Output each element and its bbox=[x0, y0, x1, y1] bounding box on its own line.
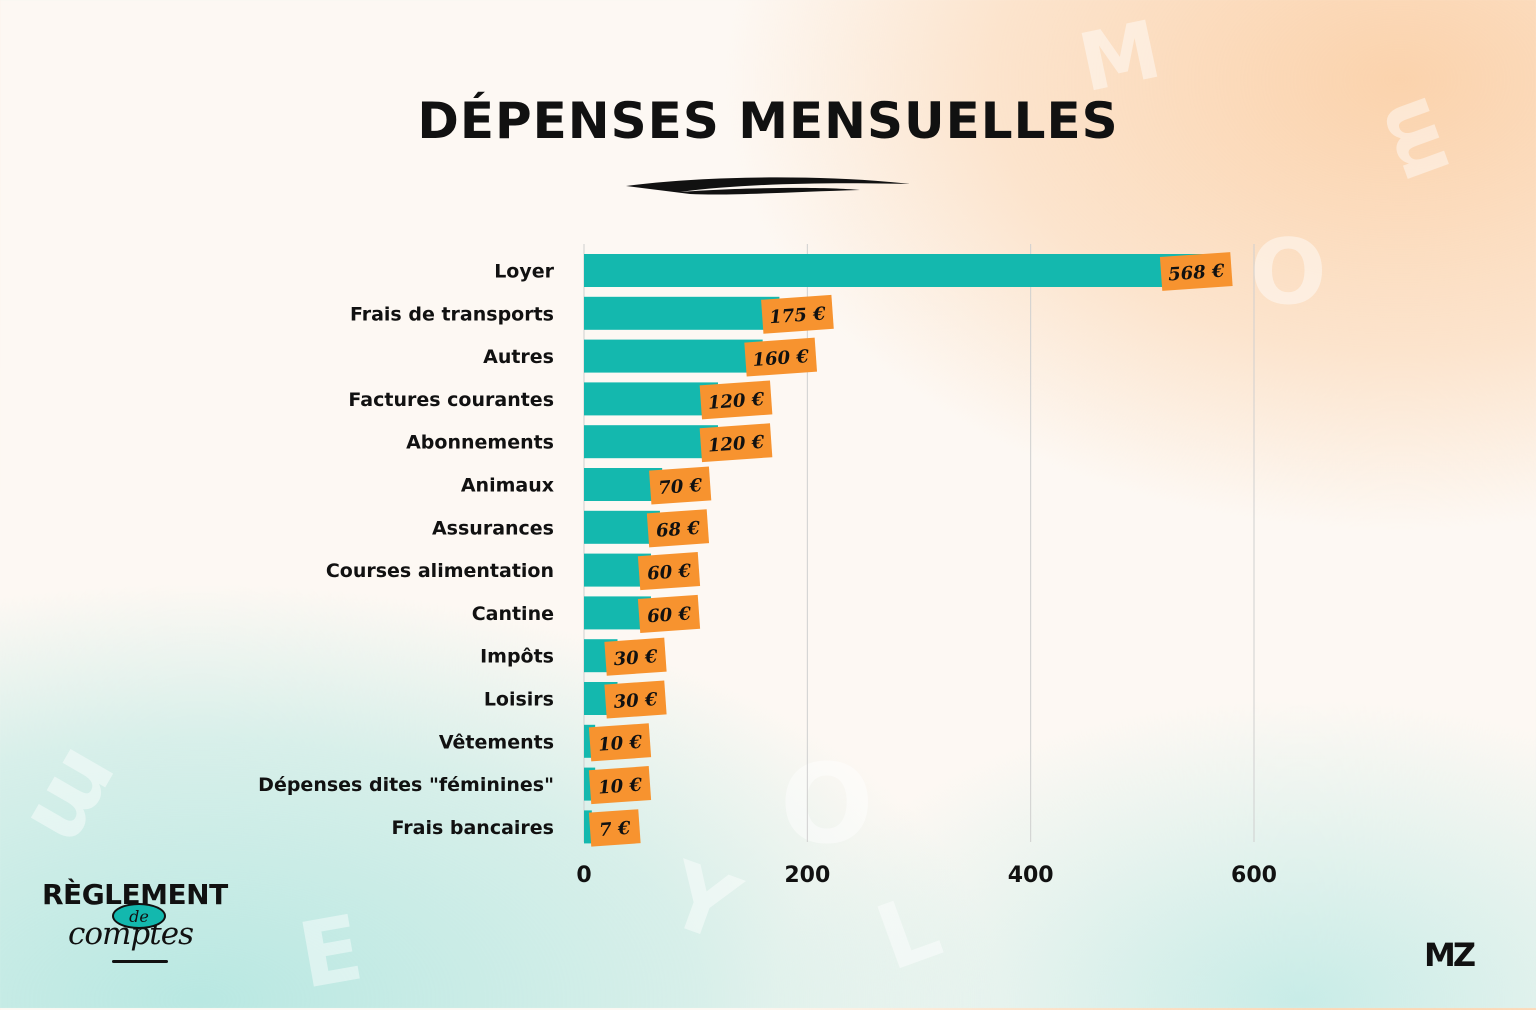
value-tag-background bbox=[744, 337, 818, 377]
value-tag: 30 € bbox=[604, 680, 667, 719]
bar bbox=[584, 724, 596, 758]
value-label: 70 € bbox=[658, 475, 704, 499]
value-label: 120 € bbox=[707, 389, 765, 414]
category-label: Animaux bbox=[461, 475, 554, 497]
logo-line2: de bbox=[112, 903, 166, 929]
value-tag-background bbox=[588, 809, 641, 847]
bar bbox=[584, 254, 1219, 287]
category-label: Courses alimentation bbox=[326, 560, 554, 582]
reglement-de-comptes-logo: RÈGLEMENT comptes de bbox=[40, 878, 240, 968]
category-label: Loisirs bbox=[484, 689, 554, 711]
value-tag: 120 € bbox=[699, 423, 773, 463]
value-tag-background bbox=[649, 466, 712, 505]
value-label: 120 € bbox=[707, 432, 765, 457]
value-tag-background bbox=[604, 680, 667, 719]
value-tag-background bbox=[637, 594, 701, 633]
bar bbox=[584, 468, 663, 501]
bar bbox=[584, 296, 780, 330]
value-tag: 70 € bbox=[649, 466, 712, 505]
value-label: 160 € bbox=[752, 346, 810, 371]
value-tag: 10 € bbox=[588, 723, 652, 762]
value-tag: 7 € bbox=[588, 809, 641, 847]
value-tag: 568 € bbox=[1159, 252, 1233, 291]
value-tag: 60 € bbox=[637, 594, 701, 633]
value-tag-background bbox=[646, 509, 710, 548]
title-underline-brush bbox=[626, 177, 910, 195]
value-tag-background bbox=[588, 766, 652, 805]
x-tick-label: 400 bbox=[1008, 863, 1054, 888]
value-tag-background bbox=[604, 637, 667, 676]
category-label: Cantine bbox=[472, 603, 554, 625]
value-label: 30 € bbox=[613, 646, 659, 670]
category-label: Abonnements bbox=[406, 432, 554, 454]
category-label: Dépenses dites "féminines" bbox=[258, 774, 554, 796]
value-tag: 160 € bbox=[744, 337, 818, 377]
value-tag-background bbox=[699, 380, 773, 420]
value-label: 68 € bbox=[655, 518, 701, 542]
brand-logo: MZ bbox=[1424, 936, 1476, 974]
bar bbox=[584, 382, 718, 416]
category-label: Factures courantes bbox=[348, 389, 554, 411]
value-tag: 175 € bbox=[761, 294, 834, 334]
value-tag: 68 € bbox=[646, 509, 710, 548]
category-label: Impôts bbox=[480, 646, 554, 668]
x-tick-label: 200 bbox=[784, 863, 830, 888]
value-tag-background bbox=[1159, 252, 1233, 291]
value-label: 175 € bbox=[769, 303, 827, 328]
x-tick-label: 0 bbox=[576, 863, 591, 888]
value-label: 30 € bbox=[613, 689, 659, 713]
bar bbox=[584, 339, 763, 373]
category-label: Loyer bbox=[494, 261, 554, 283]
value-tag-background bbox=[699, 423, 773, 463]
value-tag: 120 € bbox=[699, 380, 773, 420]
category-label: Frais de transports bbox=[350, 303, 554, 325]
value-tag-background bbox=[761, 294, 834, 334]
value-tag: 10 € bbox=[588, 766, 652, 805]
bar bbox=[584, 767, 596, 801]
value-tag-background bbox=[588, 723, 652, 762]
value-tag: 30 € bbox=[604, 637, 667, 676]
chart-title: DÉPENSES MENSUELLES bbox=[417, 92, 1119, 150]
x-tick-label: 600 bbox=[1231, 863, 1277, 888]
category-label: Vêtements bbox=[439, 731, 554, 753]
category-label: Autres bbox=[483, 346, 554, 368]
value-tag: 60 € bbox=[637, 552, 701, 591]
value-label: 10 € bbox=[598, 732, 644, 756]
value-tag-background bbox=[637, 552, 701, 591]
value-label: 60 € bbox=[647, 561, 693, 585]
value-label: 10 € bbox=[598, 775, 644, 799]
category-label: Frais bancaires bbox=[391, 817, 554, 839]
bar bbox=[584, 810, 592, 844]
logo-underline bbox=[112, 960, 168, 963]
bar bbox=[584, 425, 718, 459]
value-label: 568 € bbox=[1168, 261, 1226, 286]
value-label: 60 € bbox=[647, 603, 693, 627]
category-label: Assurances bbox=[432, 517, 554, 539]
value-label: 7 € bbox=[598, 818, 631, 841]
